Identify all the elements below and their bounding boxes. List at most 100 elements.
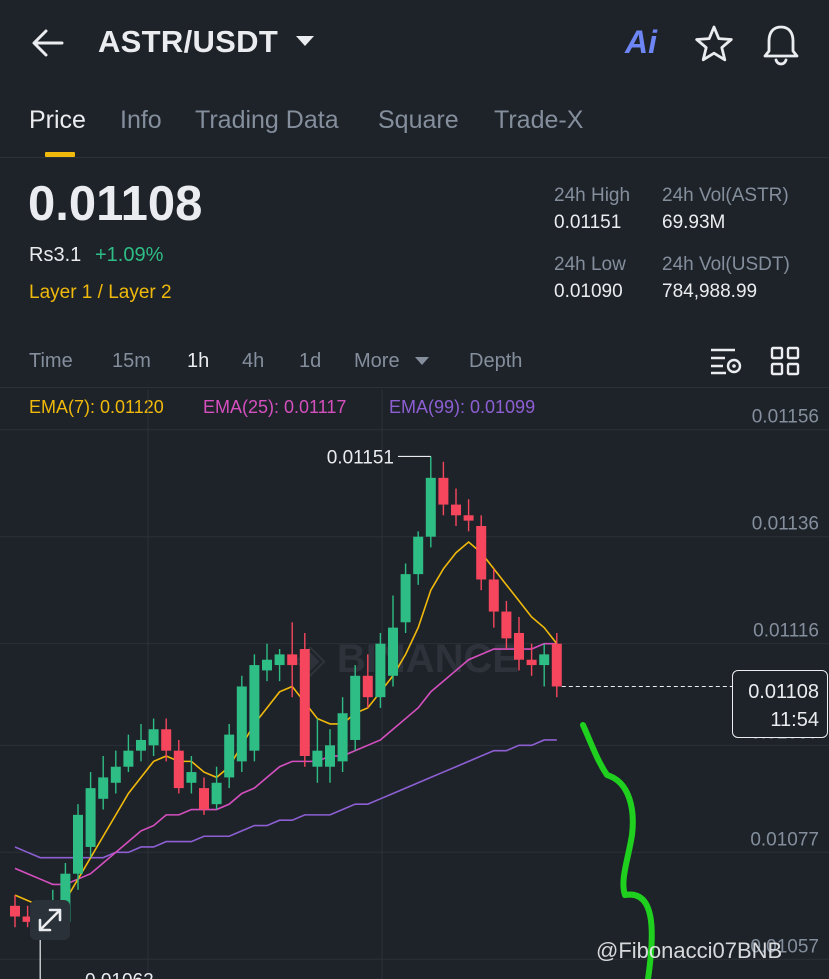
vol-quote-label: 24h Vol(USDT) — [662, 254, 790, 275]
candle-down — [488, 579, 499, 612]
bell-icon[interactable] — [760, 22, 802, 66]
candle-up — [186, 772, 197, 783]
price-change: +1.09% — [95, 244, 164, 266]
ema7-line — [14, 540, 558, 913]
chart-settings-icon[interactable] — [709, 346, 743, 376]
category-tag[interactable]: Layer 1 / Layer 2 — [29, 282, 172, 303]
candle-up — [539, 654, 550, 666]
candle-down — [551, 643, 562, 687]
tab-trade-x[interactable]: Trade-X — [494, 106, 584, 134]
high-value: 0.01151 — [554, 212, 622, 233]
dropdown-caret-icon[interactable] — [296, 36, 314, 46]
candle-up — [337, 713, 348, 762]
candle-up — [148, 729, 159, 746]
candle-up — [123, 750, 134, 767]
fiat-price: Rs3.1 — [29, 244, 82, 266]
tf-more[interactable]: More — [354, 350, 400, 372]
ema99-legend: EMA(99): 0.01099 — [389, 397, 536, 417]
high-label: 24h High — [554, 185, 631, 206]
candle-up — [425, 477, 436, 537]
low-marker-line — [39, 932, 80, 979]
vol-base-value: 69.93M — [662, 212, 726, 233]
vol-quote-value: 784,988.99 — [662, 281, 758, 302]
candle-up — [350, 675, 361, 740]
candle-up — [249, 665, 260, 751]
candle-up — [110, 766, 121, 783]
candle-up — [400, 574, 411, 623]
candle-down — [299, 649, 310, 757]
expand-icon[interactable] — [30, 900, 70, 940]
section-tabs: Price Info Trading Data Square Trade-X — [0, 100, 829, 158]
vol-base-label: 24h Vol(ASTR) — [662, 185, 789, 206]
candle-up — [413, 536, 424, 575]
price-chart[interactable]: 0.011560.011360.011160.010970.010770.010… — [0, 390, 829, 979]
y-tick-label: 0.01156 — [752, 407, 819, 428]
low-value: 0.01090 — [554, 281, 623, 302]
candle-down — [463, 515, 474, 521]
tf-4h[interactable]: 4h — [242, 350, 265, 372]
candle-up — [136, 739, 146, 751]
candle-up — [98, 777, 109, 799]
y-tick-label: 0.01136 — [752, 514, 819, 535]
candle-down — [161, 729, 172, 751]
tf-depth[interactable]: Depth — [469, 350, 523, 372]
candle-down — [22, 916, 33, 922]
candle-down — [362, 675, 373, 698]
binance-watermark: ◈ BINANCE — [295, 637, 519, 681]
candle-up — [388, 627, 398, 676]
badge-countdown: 11:54 — [770, 709, 819, 731]
ema25-legend: EMA(25): 0.01117 — [203, 397, 347, 417]
more-caret-icon[interactable] — [415, 357, 429, 365]
candle-up — [274, 654, 285, 666]
tf-1d[interactable]: 1d — [299, 350, 322, 372]
pair-title[interactable]: ASTR/USDT — [98, 24, 279, 59]
tf-time[interactable]: Time — [29, 350, 73, 372]
candle-down — [438, 477, 449, 505]
candle-up — [236, 686, 247, 762]
candle-up — [312, 750, 323, 767]
candle-up — [224, 734, 235, 778]
candle-down — [451, 504, 461, 516]
high-marker-label: 0.01151 — [327, 447, 394, 468]
low-marker-label: 0.01062 — [85, 971, 154, 979]
tab-indicator — [45, 152, 75, 157]
candle-down — [199, 788, 209, 810]
candle-up — [375, 643, 386, 698]
candle-down — [173, 750, 184, 789]
y-tick-label: 0.01057 — [750, 936, 819, 957]
timeframe-bar: Time 15m 1h 4h 1d More Depth — [0, 340, 829, 388]
candle-up — [85, 788, 96, 847]
last-price-badge: 0.01108 11:54 — [732, 670, 828, 738]
grid-layout-icon[interactable] — [770, 346, 800, 376]
candle-down — [476, 525, 487, 580]
tab-info[interactable]: Info — [120, 106, 162, 134]
tf-15m[interactable]: 15m — [112, 350, 151, 372]
y-tick-label: 0.01077 — [750, 829, 819, 850]
tab-trading-data[interactable]: Trading Data — [195, 106, 339, 134]
ema7-legend: EMA(7): 0.01120 — [29, 397, 164, 417]
tab-price[interactable]: Price — [29, 106, 86, 134]
badge-price: 0.01108 — [748, 681, 819, 703]
top-bar: ASTR/USDT Ai — [0, 0, 829, 88]
low-label: 24h Low — [554, 254, 626, 275]
candle-up — [60, 873, 71, 922]
tab-square[interactable]: Square — [378, 106, 459, 134]
ai-icon[interactable]: Ai — [625, 24, 657, 60]
creator-watermark: @Fibonacci07BNB — [596, 938, 783, 963]
star-icon[interactable] — [694, 24, 734, 64]
y-tick-label: 0.01116 — [753, 621, 819, 642]
candle-up — [262, 659, 272, 671]
tf-1h[interactable]: 1h — [187, 350, 210, 372]
candle-down — [501, 611, 512, 639]
candle-up — [325, 745, 335, 767]
ema99-line — [14, 739, 557, 859]
ema25-line — [14, 642, 557, 886]
last-price: 0.01108 — [28, 177, 203, 231]
candle-up — [73, 814, 83, 874]
back-arrow-icon[interactable] — [30, 26, 66, 60]
candle-down — [514, 632, 524, 660]
candle-down — [287, 654, 298, 666]
candle-up — [211, 782, 222, 805]
candle-down — [526, 659, 537, 666]
candle-down — [10, 905, 20, 917]
